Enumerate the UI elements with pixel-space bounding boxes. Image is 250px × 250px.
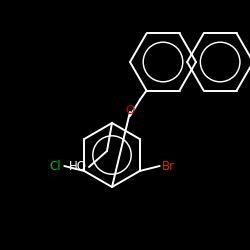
Text: O: O [126, 104, 134, 117]
Text: Br: Br [162, 160, 175, 172]
Text: HO: HO [69, 160, 87, 173]
Text: Cl: Cl [50, 160, 61, 172]
